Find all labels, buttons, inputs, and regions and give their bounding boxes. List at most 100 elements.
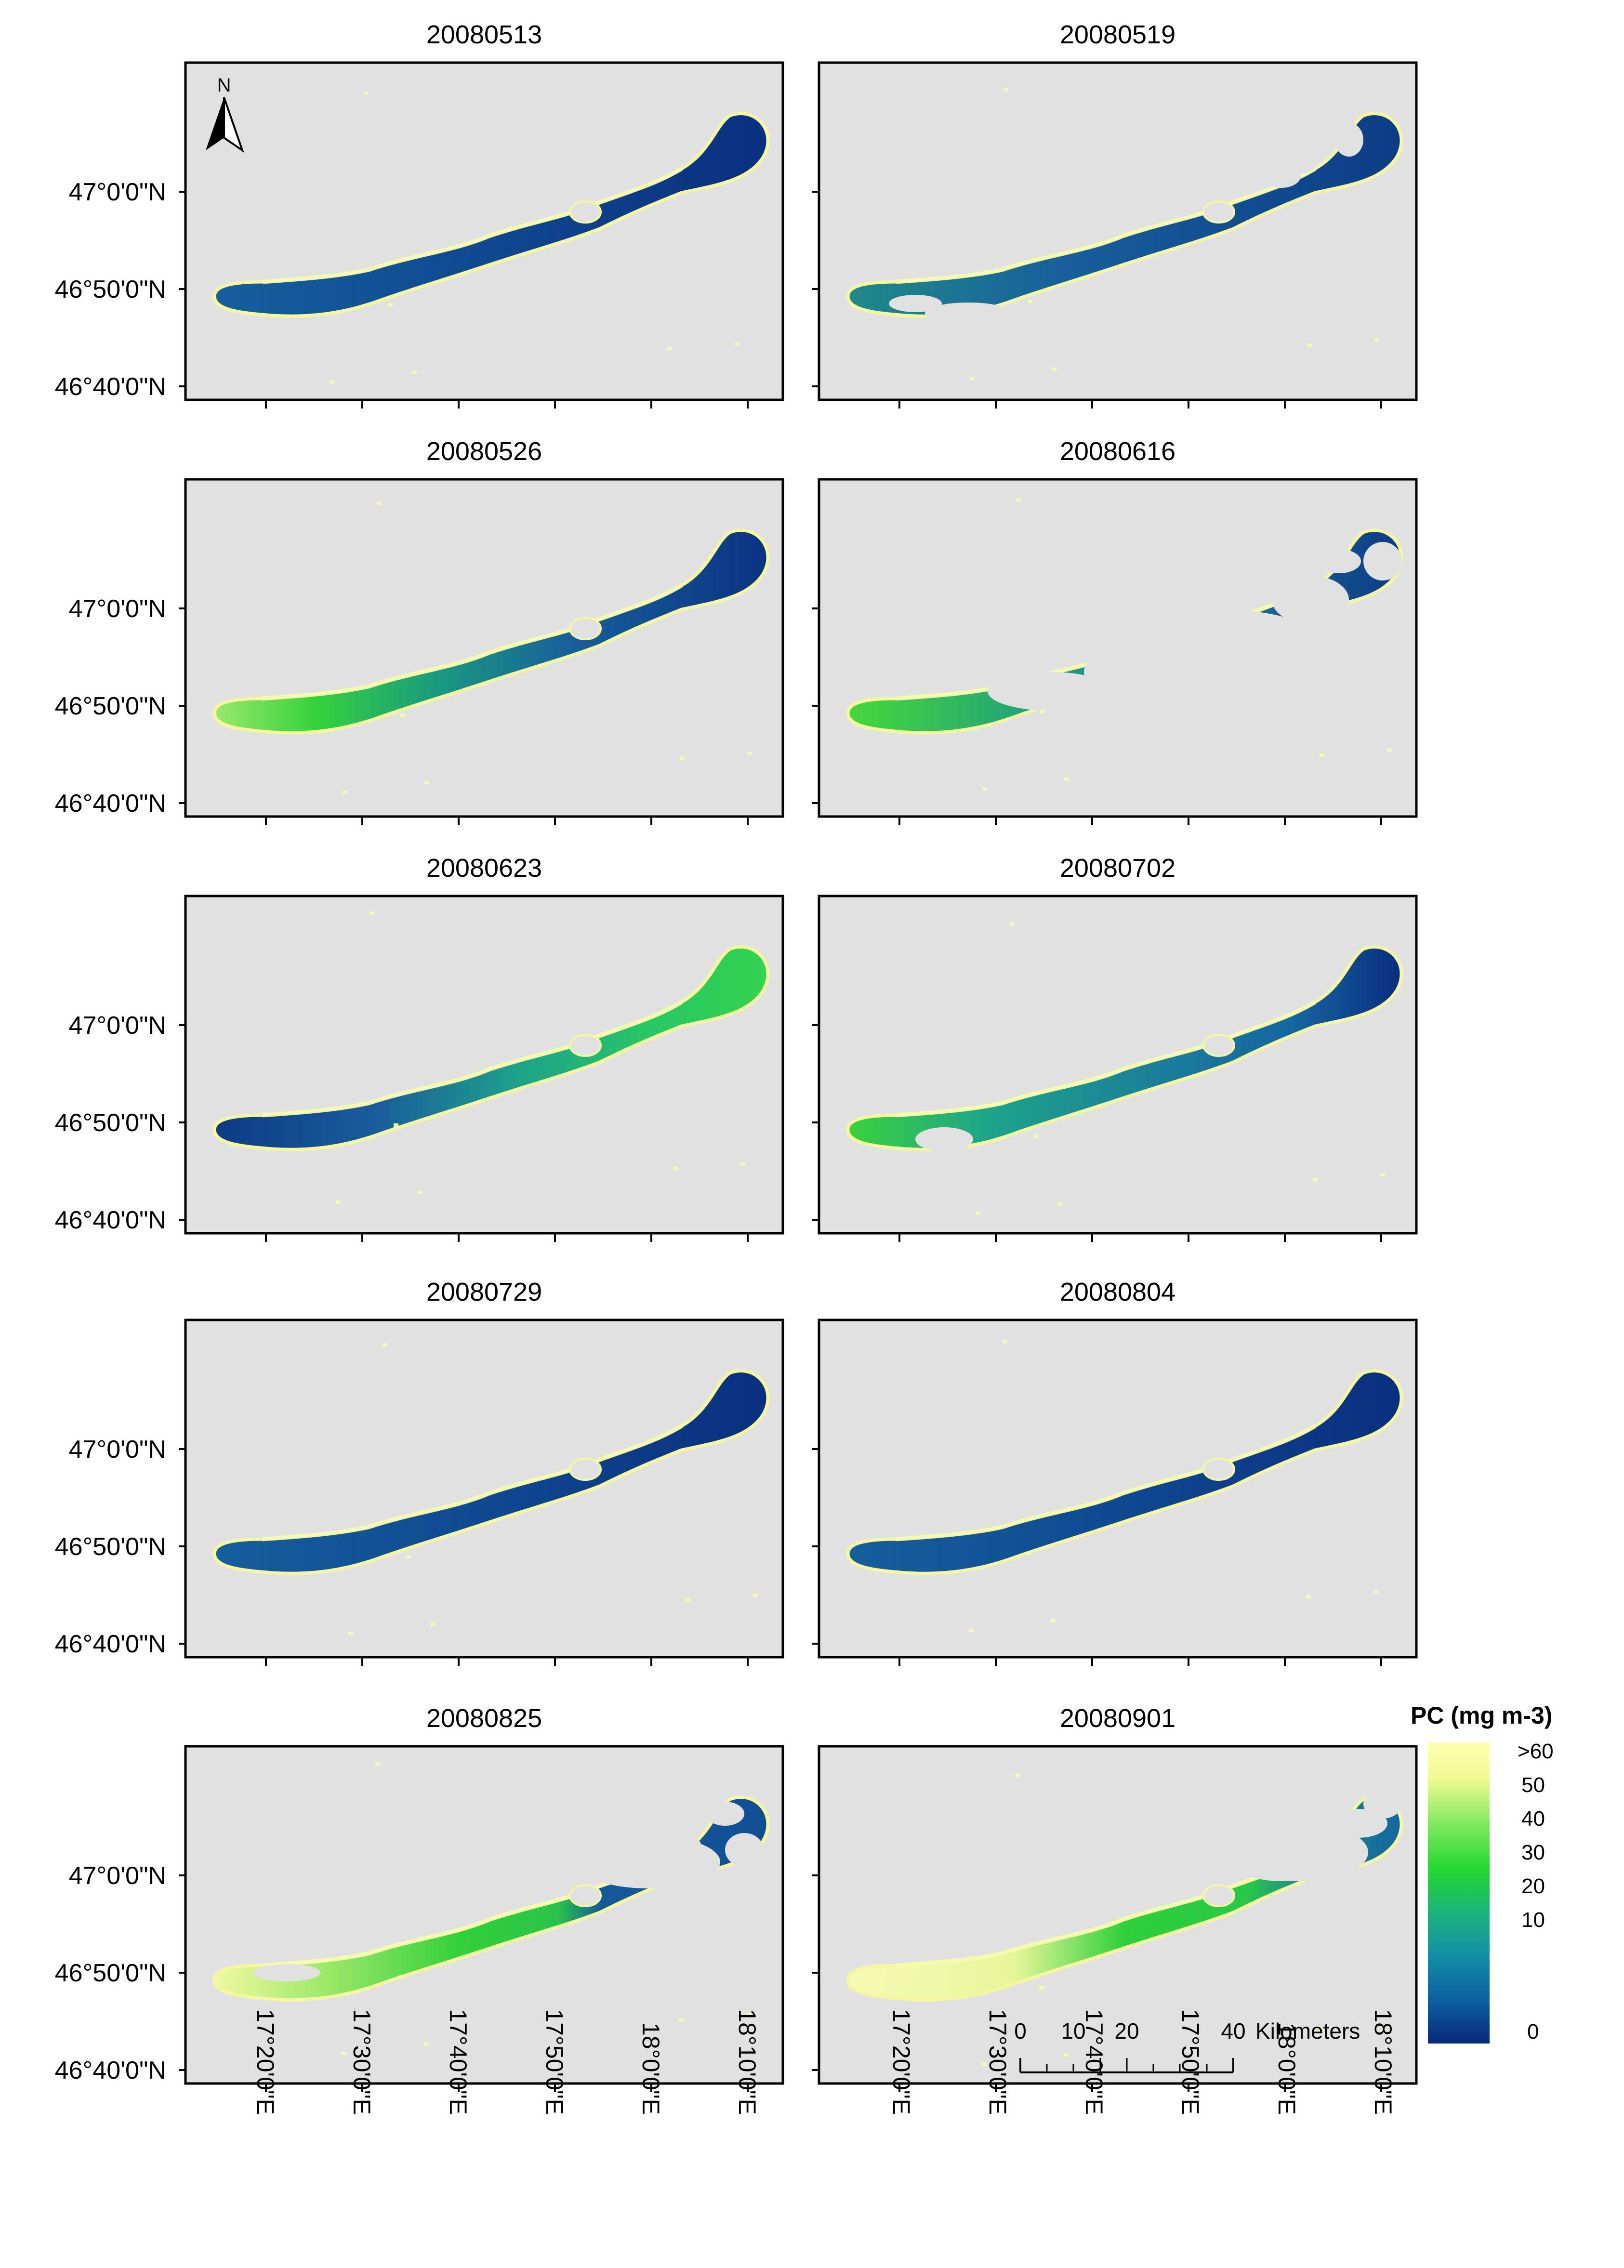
tihany-peninsula [569, 200, 602, 224]
land-speck [376, 501, 381, 505]
land-speck [406, 1555, 411, 1558]
land-speck [423, 2042, 428, 2045]
legend-title: PC (mg m-3) [1411, 1702, 1552, 1729]
map-frame [818, 61, 1418, 401]
lon-label-right: 17°20'0"E [888, 2009, 915, 2115]
cloud-mask-gap [1334, 123, 1363, 157]
land-speck [1319, 2029, 1323, 2032]
map-background [185, 63, 783, 400]
land-speck [1016, 498, 1021, 501]
map-panel: 20080616 [812, 437, 1418, 825]
cloud-mask-gap [1363, 542, 1402, 580]
land-speck [667, 347, 672, 350]
land-speck [1386, 2024, 1391, 2028]
cloud-mask-gap [988, 672, 1113, 711]
legend: PC (mg m-3) >60 50 40 30 20 10 0 [1411, 1702, 1554, 2044]
lon-label-left: 18°0'0"E [637, 2022, 664, 2115]
panel-date-title: 20080825 [426, 1704, 542, 1733]
scale-bar: 0 10 20 40 Kilometers [1014, 2018, 1360, 2073]
land-speck [1003, 1340, 1007, 1343]
lon-label-left: 17°40'0"E [445, 2009, 472, 2115]
map-background [185, 1746, 783, 2083]
lon-label-left: 18°10'0"E [734, 2009, 761, 2115]
cloud-mask-gap [1122, 609, 1315, 667]
legend-tick-label: 0 [1527, 2020, 1539, 2044]
land-speck [746, 2013, 751, 2017]
land-speck [970, 377, 975, 381]
land-speck [330, 381, 335, 384]
land-speck [981, 2063, 986, 2066]
land-speck [364, 92, 369, 95]
land-speck [735, 342, 739, 345]
land-speck [982, 787, 987, 791]
land-speck [1307, 343, 1312, 347]
map-frame [184, 1319, 784, 1659]
lat-label: 47°0'0"N [69, 1436, 166, 1464]
lat-label: 46°50'0"N [55, 1533, 166, 1561]
panel-date-title: 20080513 [426, 20, 542, 49]
lat-label: 46°40'0"N [55, 790, 166, 818]
land-speck [753, 1594, 758, 1597]
map-frame [184, 895, 784, 1235]
north-arrow-label: N [217, 75, 231, 96]
land-speck [343, 791, 347, 794]
land-speck [1003, 88, 1008, 92]
lat-label: 46°50'0"N [55, 692, 166, 720]
lat-label: 46°40'0"N [55, 373, 166, 401]
panel-date-title: 20080623 [426, 854, 542, 883]
lon-label-left: 17°20'0"E [252, 2009, 279, 2115]
land-speck [1306, 1595, 1311, 1598]
map-background [819, 1320, 1416, 1657]
map-background [185, 896, 783, 1233]
lat-label: 47°0'0"N [69, 178, 166, 206]
land-speck [388, 303, 393, 307]
cloud-mask-gap [1243, 1857, 1320, 1881]
map-frame [818, 1319, 1418, 1659]
legend-colorbar [1428, 1742, 1490, 2044]
map-frame [818, 895, 1418, 1235]
lat-label: 46°40'0"N [55, 2057, 166, 2084]
cloud-mask-gap [1286, 159, 1315, 173]
lake-shoreline-yellow [262, 583, 683, 701]
land-speck [1052, 368, 1056, 371]
lat-label: 47°0'0"N [69, 595, 166, 623]
lake-shoreline-yellow [896, 167, 1317, 284]
legend-tick-label: >60 [1518, 1740, 1554, 1763]
map-panel: 20080901 [812, 1704, 1418, 2092]
legend-tick-label: 10 [1521, 1908, 1545, 1932]
tihany-peninsula [569, 617, 602, 640]
land-speck [412, 371, 417, 374]
lon-label-right: 17°40'0"E [1081, 2009, 1108, 2115]
cloud-mask-gap [1363, 1790, 1402, 1819]
panel-date-title: 20080616 [1060, 437, 1175, 466]
lat-label: 47°0'0"N [69, 1862, 166, 1890]
land-speck [394, 1123, 398, 1127]
panel-date-title: 20080901 [1060, 1704, 1175, 1733]
land-speck [740, 1162, 745, 1165]
cloud-mask-gap [253, 1964, 320, 1981]
cloud-mask-gap [706, 1802, 744, 1826]
map-background [185, 1320, 783, 1657]
land-speck [1380, 1173, 1385, 1176]
land-speck [399, 1975, 404, 1978]
land-speck [418, 1191, 423, 1194]
map-panel: 20080623 47°0'0"N 46°50'0"N 46°40'0"N [55, 854, 784, 1242]
land-speck [382, 1343, 387, 1346]
lake-shoreline-yellow [896, 1424, 1317, 1542]
land-speck [1027, 1552, 1031, 1555]
legend-tick-label: 40 [1521, 1807, 1545, 1831]
land-speck [747, 752, 752, 755]
panel-date-title: 20080519 [1060, 20, 1175, 49]
lake-shoreline-yellow [262, 1424, 683, 1542]
land-speck [1320, 753, 1324, 757]
land-speck [686, 1598, 690, 1602]
map-panel: 20080519 [812, 20, 1418, 409]
land-speck [1387, 749, 1392, 752]
land-speck [680, 757, 685, 760]
lat-label: 46°50'0"N [55, 1109, 166, 1137]
tihany-peninsula [1202, 1884, 1235, 1907]
map-frame [818, 1745, 1418, 2085]
tihany-peninsula [569, 1458, 602, 1481]
lat-label: 46°50'0"N [55, 276, 166, 303]
